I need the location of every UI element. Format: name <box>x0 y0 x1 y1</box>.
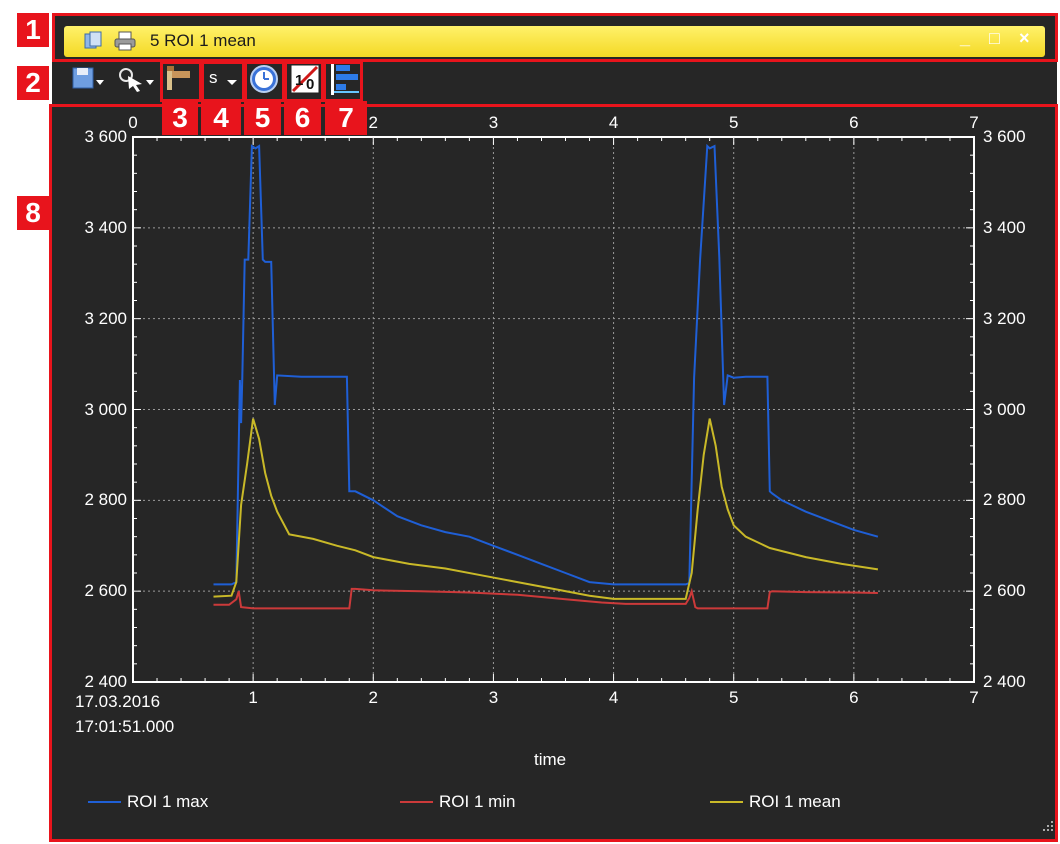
axis-settings-button[interactable] <box>329 62 361 101</box>
frame-titlebar <box>52 13 1058 62</box>
close-button[interactable]: × <box>1019 28 1030 48</box>
y-tick-label-right: 2 800 <box>983 490 1026 510</box>
frame-axis <box>323 61 363 102</box>
save-icon <box>72 67 104 89</box>
x-start-date: 17.03.2016 <box>75 692 161 711</box>
frame-scale <box>284 61 324 102</box>
x-tick-label-top: 3 <box>488 113 499 132</box>
unit-label: s <box>209 68 218 87</box>
x-tick-label-top: 7 <box>969 113 979 132</box>
x-tick-label-bottom: 7 <box>969 688 979 707</box>
x-axis-label: time <box>534 750 567 769</box>
callout-5: 5 <box>244 101 281 135</box>
x-tick-label-bottom: 1 <box>248 688 258 707</box>
callout-1: 1 <box>17 13 49 47</box>
frame-chart <box>49 104 1058 842</box>
marker-icon <box>167 66 190 90</box>
minimize-button[interactable]: _ <box>960 28 971 48</box>
copy-icon[interactable] <box>84 31 102 51</box>
x-tick-label-top: 5 <box>728 113 739 132</box>
legend-line-min <box>400 801 433 803</box>
series-line-1 <box>213 587 878 610</box>
legend-line-max <box>88 801 121 803</box>
x-tick-label-bottom: 5 <box>728 688 739 707</box>
axis-ticks <box>132 136 975 683</box>
x-tick-label-bottom: 4 <box>608 688 619 707</box>
callout-8: 8 <box>17 196 49 230</box>
clock-icon <box>250 65 278 93</box>
y-tick-label-left: 3 000 <box>84 399 127 419</box>
y-tick-label-right: 3 200 <box>983 308 1026 328</box>
y-tick-label-left: 3 600 <box>84 127 127 146</box>
x-tick-label-bottom: 6 <box>849 688 859 707</box>
x-tick-label-bottom: 3 <box>488 688 499 707</box>
x-tick-label-top: 2 <box>368 113 379 132</box>
y-tick-label-left: 3 200 <box>84 308 127 328</box>
series-line-2 <box>213 418 879 600</box>
series-lines <box>213 143 879 610</box>
frame-toolbar <box>201 61 245 102</box>
callout-7: 7 <box>325 101 367 135</box>
callout-4: 4 <box>201 101 241 135</box>
y-tick-label-right: 3 000 <box>983 399 1026 419</box>
svg-text:1: 1 <box>295 72 303 89</box>
y-tick-label-left: 2 600 <box>84 581 127 601</box>
window-titlebar[interactable]: 5 ROI 1 mean _ □ × <box>64 26 1045 57</box>
legend-label-min: ROI 1 min <box>439 792 516 811</box>
save-dropdown-button[interactable] <box>72 66 108 97</box>
pointer-dropdown-button[interactable] <box>118 66 158 97</box>
y-tick-label-right: 3 600 <box>983 127 1026 146</box>
y-tick-label-left: 2 800 <box>84 490 127 510</box>
callout-2: 2 <box>17 66 49 100</box>
maximize-button[interactable]: □ <box>989 28 1000 48</box>
callout-6: 6 <box>284 101 321 135</box>
axis-icon <box>331 63 359 95</box>
frame-clock <box>244 61 285 102</box>
window-title: 5 ROI 1 mean <box>150 31 256 50</box>
legend-line-mean <box>710 801 743 803</box>
x-tick-label-top: 6 <box>849 113 859 132</box>
frame-marker <box>160 61 202 102</box>
callout-3: 3 <box>162 101 198 135</box>
resize-grip-icon <box>1043 821 1053 831</box>
chevron-down-icon <box>227 80 237 85</box>
marker-button[interactable] <box>165 64 193 97</box>
y-tick-label-left: 3 400 <box>84 217 127 237</box>
legend-label-max: ROI 1 max <box>127 792 209 811</box>
x-tick-label-top: 0 <box>128 113 138 132</box>
clock-button[interactable] <box>249 64 279 99</box>
y-tick-label-right: 2 600 <box>983 581 1026 601</box>
x-tick-label-bottom: 2 <box>368 688 379 707</box>
series-line-0 <box>213 143 879 586</box>
print-icon[interactable] <box>114 31 136 51</box>
x-start-time: 17:01:51.000 <box>75 717 175 736</box>
y-tick-label-right: 3 400 <box>983 217 1026 237</box>
pointer-icon <box>119 68 154 92</box>
legend-label-mean: ROI 1 mean <box>749 792 841 811</box>
y-tick-label-right: 2 400 <box>983 672 1026 691</box>
svg-text:0: 0 <box>306 76 314 93</box>
x-tick-label-top: 4 <box>608 113 619 132</box>
y-tick-label-left: 2 400 <box>84 672 127 691</box>
